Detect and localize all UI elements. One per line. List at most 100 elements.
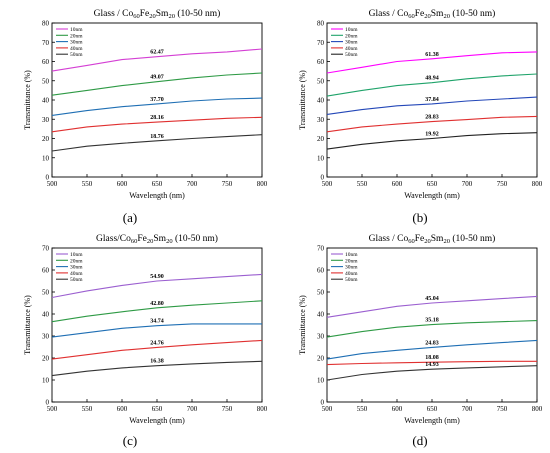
y-tick-label: 40	[317, 97, 325, 105]
x-tick-label: 750	[497, 405, 508, 413]
x-tick-label: 600	[392, 405, 403, 413]
series-line-20nm	[51, 72, 263, 96]
y-axis-label: Transmittance (%)	[298, 295, 307, 355]
x-tick-label: 500	[322, 405, 333, 413]
data-label-20nm: 49.07	[150, 75, 164, 81]
data-label-30nm: 37.70	[150, 97, 164, 103]
y-tick-label: 30	[317, 333, 325, 341]
x-tick-label: 500	[322, 180, 333, 188]
y-tick-label: 80	[42, 20, 50, 28]
chart-title: Glass/Co60Fe20Sm20 (10-50 nm)	[96, 233, 218, 245]
panel-label-c: (c)	[122, 433, 138, 448]
data-label-10nm: 54.90	[150, 274, 164, 280]
legend-entry-10nm: 10nm	[70, 27, 83, 33]
y-tick-label: 70	[42, 39, 50, 47]
legend-entry-30nm: 30nm	[345, 40, 358, 46]
y-axis-label: Transmittance (%)	[298, 70, 307, 130]
y-tick-label: 10	[42, 377, 50, 385]
y-tick-label: 60	[317, 267, 325, 275]
x-tick-label: 500	[47, 405, 58, 413]
x-tick-label: 550	[82, 180, 93, 188]
x-tick-label: 800	[532, 180, 543, 188]
legend-entry-20nm: 20nm	[70, 258, 83, 264]
y-tick-label: 20	[42, 355, 50, 363]
panel-label-a: (a)	[122, 210, 138, 225]
y-axis-label: Transmittance (%)	[23, 70, 32, 130]
y-tick-label: 70	[317, 245, 325, 253]
chart-panel-c: Glass/Co60Fe20Sm20 (10-50 nm) 500 550 600 65…	[10, 230, 270, 430]
x-tick-label: 650	[427, 405, 438, 413]
x-tick-label: 700	[187, 180, 198, 188]
x-axis-label: Wavelength (nm)	[129, 191, 185, 200]
data-label-20nm: 48.94	[425, 76, 439, 82]
chart-title: Glass / Co60Fe20Sm20 (10-50 nm)	[94, 8, 221, 20]
y-tick-label: 40	[42, 97, 50, 105]
series-line-20nm	[51, 300, 263, 323]
x-tick-label: 600	[117, 180, 128, 188]
x-tick-label: 550	[82, 405, 93, 413]
series-line-40nm	[51, 116, 263, 133]
chart-svg-b: Glass / Co60Fe20Sm20 (10-50 nm)500 550 600…	[298, 8, 543, 200]
x-tick-label: 500	[47, 180, 58, 188]
chart-panel-a: Glass / Co60Fe20Sm20 (10-50 nm) 500 550 600…	[10, 5, 270, 205]
y-tick-label: 80	[317, 20, 325, 28]
series-line-20nm	[326, 73, 538, 97]
legend-entry-50nm: 50nm	[345, 277, 358, 283]
panel-label-b: (b)	[412, 210, 428, 225]
legend-entry-50nm: 50nm	[70, 277, 83, 283]
chart-title: Glass / Co60Fe20Sm20 (10-50 nm)	[369, 233, 496, 245]
legend-entry-20nm: 20nm	[70, 33, 83, 39]
data-label-20nm: 42.80	[150, 301, 164, 307]
data-label-30nm: 34.74	[150, 319, 164, 325]
y-tick-label: 30	[42, 116, 50, 124]
y-tick-label: 60	[42, 267, 50, 275]
x-tick-label: 550	[357, 405, 368, 413]
y-tick-label: 50	[317, 289, 325, 297]
chart-title: Glass / Co60Fe20Sm20 (10-50 nm)	[369, 8, 496, 20]
legend-entry-10nm: 10nm	[70, 252, 83, 258]
data-label-40nm: 28.83	[425, 115, 439, 121]
y-tick-label: 20	[42, 135, 50, 143]
chart-svg-a: Glass / Co60Fe20Sm20 (10-50 nm) 500 550 600…	[23, 8, 268, 200]
legend-entry-30nm: 30nm	[345, 265, 358, 271]
x-axis-label: Wavelength (nm)	[404, 416, 460, 425]
y-tick-label: 0	[321, 399, 325, 407]
data-label-40nm: 24.76	[150, 340, 164, 346]
x-tick-label: 800	[532, 405, 543, 413]
x-tick-label: 800	[257, 405, 268, 413]
x-tick-label: 650	[152, 180, 163, 188]
legend-entry-50nm: 50nm	[345, 52, 358, 58]
data-label-50nm: 18.76	[150, 134, 164, 140]
y-tick-label: 40	[317, 311, 325, 319]
legend-entry-40nm: 40nm	[345, 271, 358, 277]
x-tick-label: 650	[427, 180, 438, 188]
chart-panel-d: Glass / Co60Fe20Sm20 (10-50 nm) 500 550 600…	[285, 230, 545, 430]
y-tick-label: 10	[317, 154, 325, 162]
data-label-30nm: 37.84	[425, 97, 439, 103]
data-label-50nm: 19.92	[425, 132, 439, 138]
series-line-30nm	[326, 96, 538, 115]
x-tick-label: 750	[222, 180, 233, 188]
series-line-10nm	[326, 295, 538, 318]
series-line-10nm	[326, 51, 538, 74]
y-tick-label: 60	[317, 58, 325, 66]
x-tick-label: 650	[152, 405, 163, 413]
y-tick-label: 10	[317, 377, 325, 385]
panel-label-d: (d)	[412, 433, 428, 448]
series-line-50nm	[51, 134, 263, 152]
y-tick-label: 30	[317, 116, 325, 124]
data-label-40nm: 28.16	[150, 115, 164, 121]
x-axis-label: Wavelength (nm)	[129, 416, 185, 425]
y-tick-label: 50	[42, 77, 50, 85]
y-tick-label: 40	[42, 311, 50, 319]
plot-frame	[51, 247, 263, 403]
legend-entry-40nm: 40nm	[70, 271, 83, 277]
series-line-40nm	[51, 339, 263, 360]
x-tick-label: 600	[117, 405, 128, 413]
y-tick-label: 60	[42, 58, 50, 66]
data-label-10nm: 62.47	[150, 50, 164, 56]
series-line-10nm	[51, 48, 263, 72]
series-line-50nm	[326, 365, 538, 381]
series-line-30nm	[51, 97, 263, 116]
data-label-10nm: 45.04	[425, 296, 439, 302]
